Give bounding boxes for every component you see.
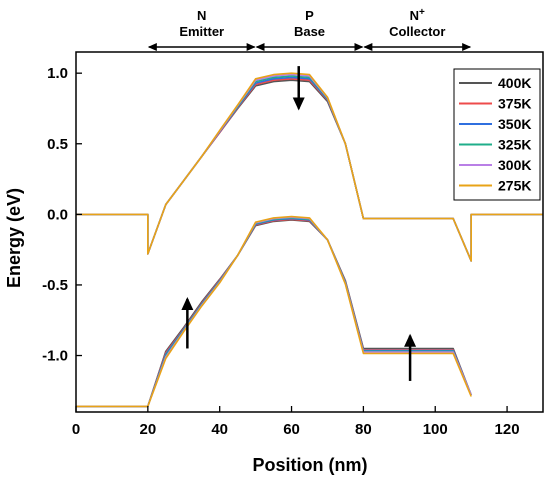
x-tick-label: 80	[355, 421, 372, 438]
y-tick-label: 0.0	[47, 206, 68, 223]
y-tick-label: -1.0	[42, 348, 68, 365]
valence-band-line-400k	[76, 219, 472, 408]
region-sublabel: Emitter	[179, 24, 224, 39]
x-tick-label: 120	[495, 421, 520, 438]
legend-box	[453, 68, 541, 201]
region-sublabel: Collector	[389, 24, 445, 39]
y-tick-label: 0.5	[47, 136, 68, 153]
legend-label-300k: 300K	[498, 157, 531, 173]
valence-band-line-350k	[76, 217, 472, 408]
conduction-band-line-275k	[76, 72, 543, 262]
y-tick-label: -0.5	[42, 277, 68, 294]
x-tick-label: 60	[283, 421, 300, 438]
region-label-superscript: +	[419, 7, 425, 18]
x-tick-label: 20	[140, 421, 157, 438]
legend: 400K 375K 350K 325K 300K 275K	[453, 68, 541, 201]
legend-label-375k: 375K	[498, 96, 531, 112]
x-axis-title: Position (nm)	[253, 455, 368, 475]
valence-band-line-375k	[76, 218, 472, 408]
valence-band-line-325k	[76, 217, 472, 408]
legend-label-350k: 350K	[498, 116, 531, 132]
y-axis-title: Energy (eV)	[4, 188, 24, 288]
valence-band-line-275k	[76, 215, 472, 408]
region-label: P	[305, 8, 314, 23]
x-tick-label: 100	[423, 421, 448, 438]
legend-label-400k: 400K	[498, 75, 531, 91]
x-tick-label: 40	[211, 421, 228, 438]
region-sublabel: Base	[294, 24, 325, 39]
x-tick-label: 0	[72, 421, 80, 438]
valence-band-line-300k	[76, 216, 472, 408]
y-tick-label: 1.0	[47, 65, 68, 82]
axes: 0 20 40 60 80 100 120 1.0 0.5 0.0 -0.5 -1.0	[42, 65, 519, 438]
legend-label-275k: 275K	[498, 178, 531, 194]
legend-label-325k: 325K	[498, 137, 531, 153]
region-label: N+	[410, 7, 425, 23]
plot-frame	[75, 51, 544, 413]
region-label: N	[197, 8, 206, 23]
trend-arrows	[181, 66, 417, 381]
